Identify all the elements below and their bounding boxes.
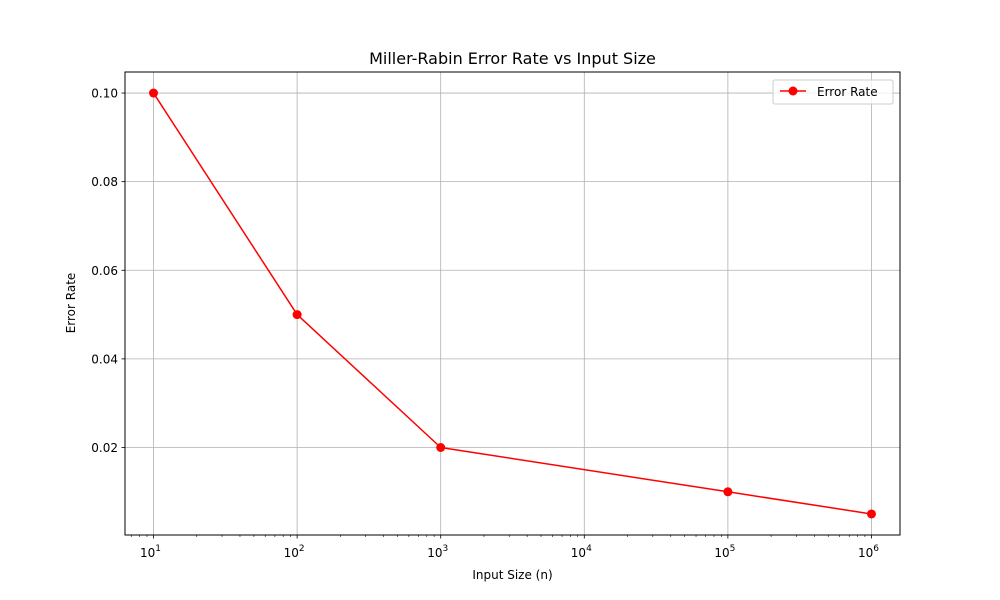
x-tick-label: 103	[427, 544, 448, 560]
x-minor-ticks	[130, 535, 866, 537]
data-point-marker	[866, 509, 876, 519]
x-tick-label: 104	[571, 544, 592, 560]
x-tick-label: 101	[140, 544, 161, 560]
x-axis-label: Input Size (n)	[472, 568, 552, 582]
series-layer	[149, 88, 876, 519]
x-tick-label: 102	[284, 544, 305, 560]
data-point-marker	[723, 487, 733, 497]
x-tick-label: 105	[714, 544, 735, 560]
axis-ticks: 101 102 103 104 105 106 0.02 0.04 0.06 0.08 0.10	[91, 87, 879, 560]
data-point-marker	[292, 310, 302, 320]
y-axis-label: Error Rate	[64, 273, 78, 334]
legend-marker-swatch	[788, 86, 798, 96]
data-point-marker	[436, 442, 446, 452]
chart-title: Miller-Rabin Error Rate vs Input Size	[369, 49, 656, 68]
grid	[125, 72, 900, 535]
y-tick-label: 0.06	[91, 264, 118, 278]
plot-frame	[124, 71, 901, 536]
legend-box	[772, 79, 894, 105]
y-tick-label: 0.04	[91, 352, 118, 366]
y-tick-label: 0.08	[91, 175, 118, 189]
legend-label: Error Rate	[817, 85, 878, 99]
data-point-marker	[149, 88, 159, 98]
x-tick-label: 106	[858, 544, 879, 560]
y-tick-label: 0.10	[91, 87, 118, 101]
legend: Error Rate	[772, 79, 894, 105]
y-tick-label: 0.02	[91, 441, 118, 455]
